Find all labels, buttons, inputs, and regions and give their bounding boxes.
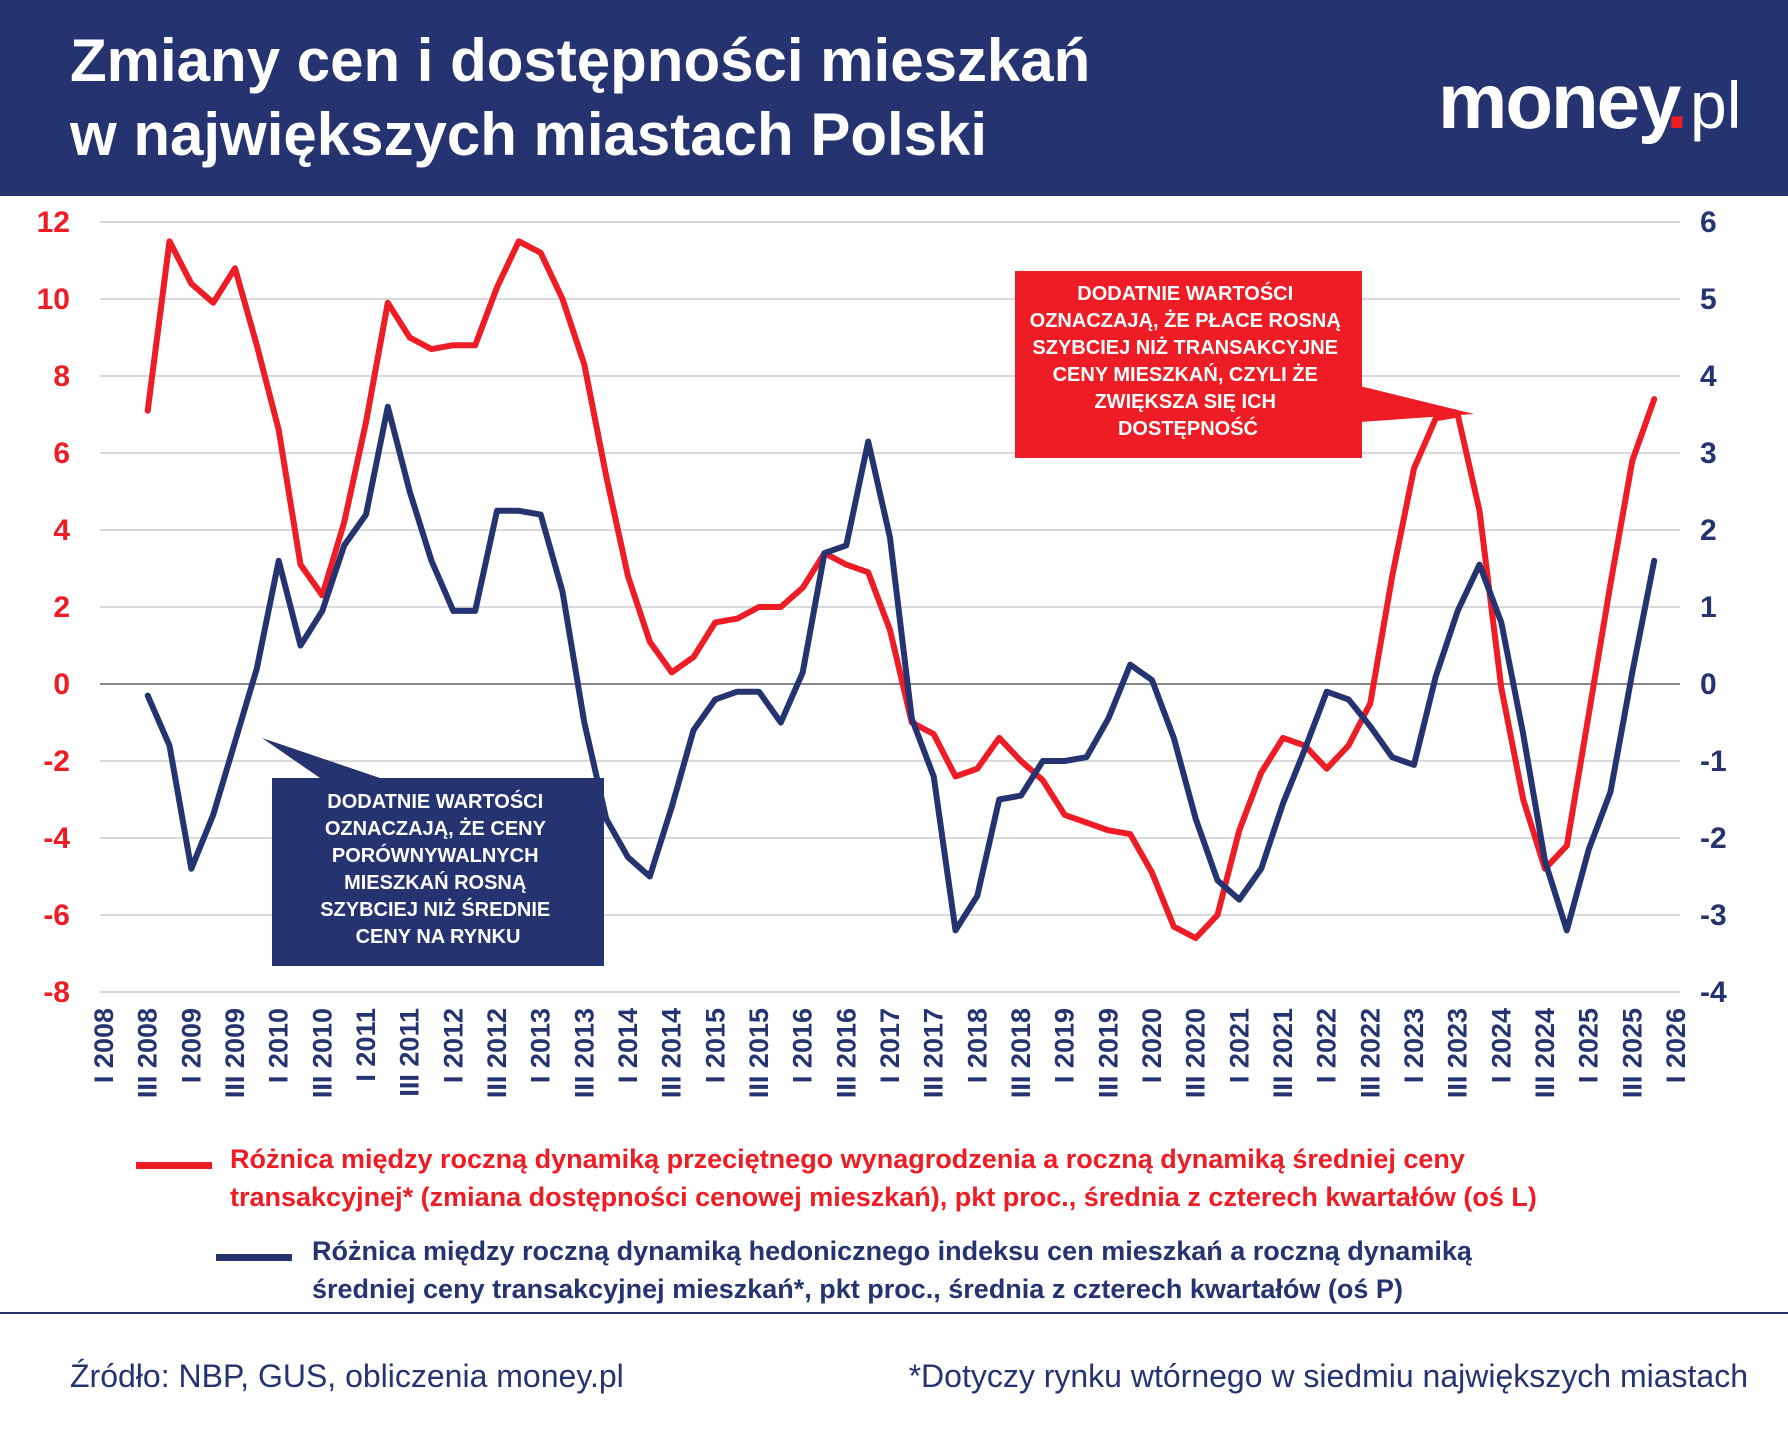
x-tick-label: III 2024 bbox=[1530, 1008, 1560, 1098]
x-axis-ticks: I 2008 III 2008 I 2009 III 2009 I 2010 III 20… bbox=[89, 1008, 1691, 1098]
y-left-tick-label: 0 bbox=[53, 668, 70, 701]
x-tick-label: III 2010 bbox=[307, 1008, 337, 1098]
annotation-navy-text: DODATNIE WARTOŚCI OZNACZAJĄ, ŻE CENY POR… bbox=[320, 789, 556, 948]
y-right-tick-label: 5 bbox=[1700, 283, 1717, 316]
x-tick-label: III 2021 bbox=[1268, 1008, 1298, 1098]
x-tick-label: III 2011 bbox=[395, 1008, 425, 1097]
page-title: Zmiany cen i dostępności mieszkań w najw… bbox=[70, 24, 1090, 172]
x-tick-label: I 2014 bbox=[613, 1008, 643, 1083]
y-left-tick-label: -4 bbox=[43, 822, 70, 855]
y-right-tick-label: 2 bbox=[1700, 514, 1717, 547]
y-left-tick-label: 12 bbox=[37, 206, 70, 239]
x-tick-label: III 2015 bbox=[744, 1008, 774, 1098]
x-tick-label: III 2012 bbox=[482, 1008, 512, 1098]
y-left-tick-label: -8 bbox=[43, 976, 70, 1009]
x-tick-label: III 2008 bbox=[133, 1008, 163, 1098]
x-tick-label: I 2023 bbox=[1399, 1008, 1429, 1083]
y-right-tick-label: 0 bbox=[1700, 668, 1717, 701]
annotation-red-box bbox=[1015, 271, 1362, 458]
x-tick-label: III 2018 bbox=[1006, 1008, 1036, 1098]
x-tick-label: I 2022 bbox=[1312, 1008, 1342, 1083]
y-left-tick-label: -2 bbox=[43, 745, 70, 778]
x-tick-label: III 2016 bbox=[831, 1008, 861, 1098]
y-left-tick-label: 2 bbox=[53, 591, 70, 624]
x-tick-label: I 2024 bbox=[1486, 1008, 1516, 1083]
x-tick-label: I 2017 bbox=[875, 1008, 905, 1083]
x-tick-label: I 2008 bbox=[89, 1008, 119, 1083]
title-line-2: w największych miastach Polski bbox=[70, 101, 988, 168]
annotation-red-text: DODATNIE WARTOŚCI OZNACZAJĄ, ŻE PŁACE RO… bbox=[1030, 281, 1347, 440]
x-tick-label: I 2009 bbox=[176, 1008, 206, 1083]
logo-main-text: money bbox=[1438, 57, 1681, 145]
y-left-tick-label: 10 bbox=[37, 283, 70, 316]
footnote: *Dotyczy rynku wtórnego w siedmiu najwię… bbox=[908, 1358, 1748, 1394]
footer-divider bbox=[0, 1312, 1788, 1314]
y-right-tick-label: 6 bbox=[1700, 206, 1717, 239]
x-tick-label: III 2023 bbox=[1443, 1008, 1473, 1098]
x-tick-label: I 2019 bbox=[1050, 1008, 1080, 1083]
x-tick-label: I 2025 bbox=[1574, 1008, 1604, 1083]
legend-swatch-navy bbox=[216, 1254, 292, 1261]
x-tick-label: III 2013 bbox=[569, 1008, 599, 1098]
y-left-tick-label: 6 bbox=[53, 437, 70, 470]
x-tick-label: III 2009 bbox=[220, 1008, 250, 1098]
series-layer bbox=[144, 238, 1658, 942]
source-note: Źródło: NBP, GUS, obliczenia money.pl bbox=[70, 1358, 624, 1394]
annotation-red-pointer bbox=[1360, 386, 1474, 422]
x-tick-label: I 2018 bbox=[962, 1008, 992, 1083]
y-right-tick-label: -2 bbox=[1700, 822, 1727, 855]
x-tick-label: I 2010 bbox=[264, 1008, 294, 1083]
x-tick-label: I 2015 bbox=[700, 1008, 730, 1083]
series-line-red bbox=[144, 238, 1658, 942]
x-tick-label: I 2021 bbox=[1224, 1008, 1254, 1083]
x-tick-label: I 2026 bbox=[1661, 1008, 1691, 1083]
logo-dot: . bbox=[1666, 57, 1688, 145]
annotation-navy-box bbox=[272, 778, 604, 966]
y-axis-left-ticks: 12 10 8 6 4 2 0 -2 -4 -6 -8 bbox=[37, 206, 71, 1009]
y-axis-right-ticks: 6 5 4 3 2 1 0 -1 -2 -3 -4 bbox=[1700, 206, 1727, 1009]
x-tick-label: I 2013 bbox=[526, 1008, 556, 1083]
x-tick-label: I 2020 bbox=[1137, 1008, 1167, 1083]
y-left-tick-label: 8 bbox=[53, 360, 70, 393]
legend-label-navy: Różnica między roczną dynamiką hedoniczn… bbox=[312, 1236, 1472, 1304]
x-tick-label: III 2025 bbox=[1617, 1008, 1647, 1098]
title-line-1: Zmiany cen i dostępności mieszkań bbox=[70, 27, 1091, 94]
y-right-tick-label: 3 bbox=[1700, 437, 1717, 470]
x-tick-label: III 2022 bbox=[1355, 1008, 1385, 1098]
y-right-tick-label: -1 bbox=[1700, 745, 1727, 778]
header-banner: Zmiany cen i dostępności mieszkań w najw… bbox=[0, 0, 1788, 196]
y-left-tick-label: -6 bbox=[43, 899, 70, 932]
y-left-tick-label: 4 bbox=[53, 514, 70, 547]
y-right-tick-label: 4 bbox=[1700, 360, 1717, 393]
x-tick-label: I 2011 bbox=[351, 1008, 381, 1082]
x-tick-label: I 2012 bbox=[438, 1008, 468, 1083]
annotation-navy: DODATNIE WARTOŚCI OZNACZAJĄ, ŻE CENY POR… bbox=[262, 738, 604, 966]
x-tick-label: III 2020 bbox=[1181, 1008, 1211, 1098]
y-right-tick-label: -3 bbox=[1700, 899, 1727, 932]
legend-swatch-red bbox=[136, 1162, 212, 1169]
x-tick-label: III 2019 bbox=[1093, 1008, 1123, 1098]
logo-suffix: pl bbox=[1690, 68, 1741, 142]
annotation-red: DODATNIE WARTOŚCI OZNACZAJĄ, ŻE PŁACE RO… bbox=[1015, 271, 1474, 458]
x-tick-label: III 2014 bbox=[657, 1008, 687, 1098]
legend-label-red: Różnica między roczną dynamiką przeciętn… bbox=[230, 1144, 1537, 1212]
y-right-tick-label: -4 bbox=[1700, 976, 1727, 1009]
y-right-tick-label: 1 bbox=[1700, 591, 1717, 624]
series-line-navy bbox=[144, 403, 1658, 934]
annotation-navy-pointer bbox=[262, 738, 380, 778]
x-tick-label: I 2016 bbox=[788, 1008, 818, 1083]
money-pl-logo: money . pl bbox=[1438, 57, 1741, 145]
x-tick-label: III 2017 bbox=[919, 1008, 949, 1098]
